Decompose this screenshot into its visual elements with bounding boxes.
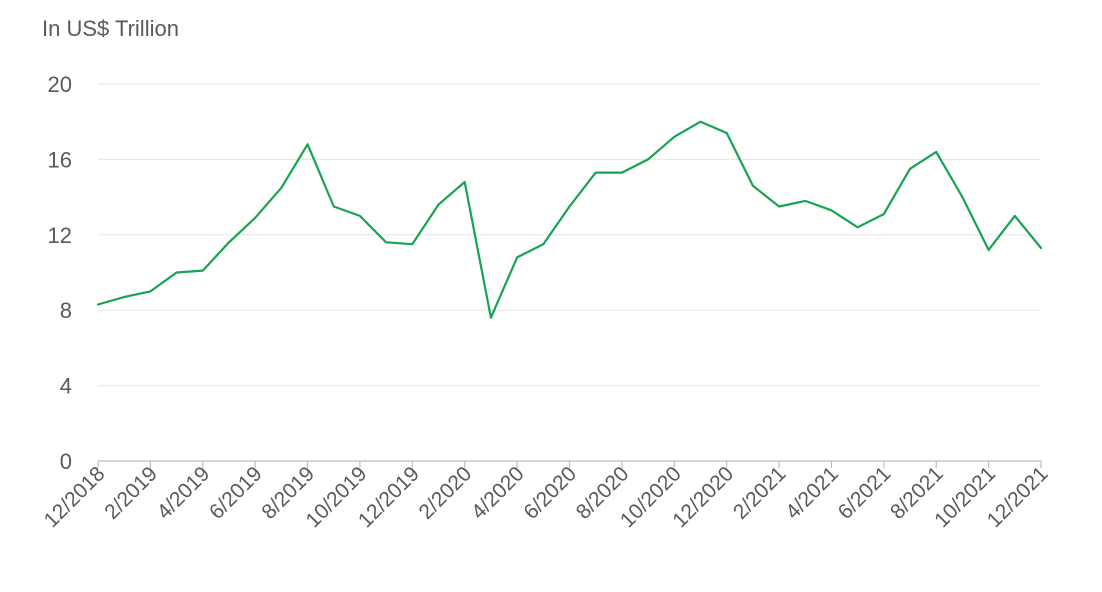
x-tick-label-4-2021: 4/2021: [781, 462, 843, 524]
x-tick-label-4-2019: 4/2019: [153, 462, 215, 524]
y-tick-label-8: 8: [60, 298, 72, 323]
x-tick-label-2-2020: 2/2020: [415, 462, 477, 524]
x-axis-ticks: 12/20182/20194/20196/20198/201910/201912…: [40, 461, 1053, 532]
y-tick-label-0: 0: [60, 449, 72, 474]
x-tick-label-2-2019: 2/2019: [100, 462, 162, 524]
y-axis-unit-label: In US$ Trillion: [42, 16, 179, 41]
x-tick-label-6-2020: 6/2020: [519, 462, 581, 524]
series-layer: [96, 120, 1043, 319]
x-tick-label-6-2019: 6/2019: [205, 462, 267, 524]
x-tick-label-6-2021: 6/2021: [834, 462, 896, 524]
x-tick-label-4-2020: 4/2020: [467, 462, 529, 524]
y-tick-label-20: 20: [48, 72, 72, 97]
gridlines: [98, 83, 1041, 387]
y-tick-label-12: 12: [48, 223, 72, 248]
x-tick-label-2-2021: 2/2021: [729, 462, 791, 524]
y-tick-label-4: 4: [60, 374, 72, 399]
y-axis-tick-labels: 0 4 8 12 16 20: [48, 72, 72, 474]
x-tick-label-12-2018: 12/2018: [40, 462, 110, 532]
y-tick-label-16: 16: [48, 147, 72, 172]
series-line-0: [96, 120, 1043, 319]
